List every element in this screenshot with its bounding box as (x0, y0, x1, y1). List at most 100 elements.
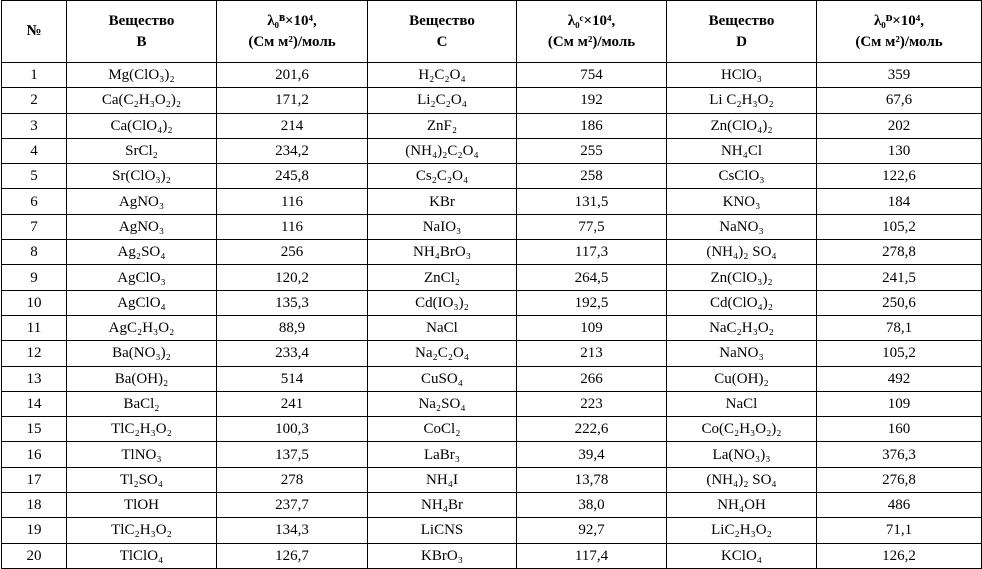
table-cell: Co(C₂H₃O₂)₂ (666, 416, 817, 443)
table-row: 15 TlC₂H₃O₂ 100,3 CoCl₂ 222,6 Co(C₂H₃O₂)₂ 160 (1, 416, 982, 443)
table-cell: TlC₂H₃O₂ (66, 416, 217, 443)
table-cell: Ca(ClO₄)₂ (66, 112, 217, 139)
table-cell: 258 (516, 163, 667, 190)
table-cell: LiC₂H₃O₂ (666, 517, 817, 544)
table-cell: LaBr₃ (367, 441, 517, 468)
table-cell: Na₂SO₄ (367, 390, 517, 418)
table-cell: Tl₂SO₄ (66, 466, 217, 494)
table-cell: 276,8 (816, 466, 982, 494)
table-row: 9 AgClO₃ 120,2 ZnCl₂ 264,5 Zn(ClO₃)₂ 241,5 (1, 264, 982, 291)
table-cell: 126,7 (216, 542, 368, 569)
table-cell: 10 (1, 289, 67, 316)
table-cell: Li₂C₂O₄ (367, 87, 517, 114)
table-cell: Mg(ClO₃)₂ (66, 61, 217, 89)
table-cell: NH₄I (367, 466, 517, 494)
table-cell: 492 (816, 365, 982, 392)
table-cell: 754 (516, 61, 667, 89)
table-cell: 100,3 (216, 416, 368, 443)
table-row: 10 AgClO₄ 135,3 Cd(IO₃)₂ 192,5 Cd(ClO₄)₂ 250,6 (1, 289, 982, 316)
table-cell: ZnF₂ (367, 112, 517, 139)
table-cell: 241,5 (816, 264, 982, 291)
table-cell: 256 (216, 239, 368, 266)
header-cell: № (1, 0, 67, 63)
table-cell: 11 (1, 314, 67, 342)
table-cell: 135,3 (216, 289, 368, 316)
table-cell: 130 (816, 137, 982, 165)
table-cell: TlC₂H₃O₂ (66, 517, 217, 544)
table-cell: 77,5 (516, 213, 667, 241)
table-row: 17 Tl₂SO₄ 278 NH₄I 13,78 (NH₄)₂ SO₄ 276,8 (1, 466, 982, 494)
table-cell: 186 (516, 112, 667, 139)
header-cell: Вещество C (367, 0, 517, 63)
table-cell: 19 (1, 517, 67, 544)
table-row: 11 AgC₂H₃O₂ 88,9 NaCl 109 NaC₂H₃O₂ 78,1 (1, 314, 982, 342)
table-cell: 359 (816, 61, 982, 89)
table-cell: 92,7 (516, 517, 667, 544)
table-cell: 131,5 (516, 188, 667, 215)
table-cell: AgNO₃ (66, 213, 217, 241)
table-cell: 184 (816, 188, 982, 215)
table-row: 14 BaCl₂ 241 Na₂SO₄ 223 NaCl 109 (1, 390, 982, 418)
table-cell: TlOH (66, 492, 217, 519)
table-cell: KBrO₃ (367, 542, 517, 569)
table-cell: 233,4 (216, 340, 368, 367)
table-cell: 13 (1, 365, 67, 392)
table-cell: (NH₄)₂ SO₄ (666, 239, 817, 266)
table-row: 19 TlC₂H₃O₂ 134,3 LiCNS 92,7 LiC₂H₃O₂ 71,1 (1, 517, 982, 544)
table-cell: NaNO₃ (666, 213, 817, 241)
table-cell: BaCl₂ (66, 390, 217, 418)
table-cell: 117,4 (516, 542, 667, 569)
header-line: C (436, 33, 448, 50)
table-cell: Na₂C₂O₄ (367, 340, 517, 367)
table-cell: 137,5 (216, 441, 368, 468)
table-body: 1 Mg(ClO₃)₂ 201,6 H₂C₂O₄ 754 HClO₃ 359 2 Ca(C₂H₃… (1, 61, 982, 569)
table-cell: 4 (1, 137, 67, 165)
table-cell: 38,0 (516, 492, 667, 519)
header-line: (См м²)/моль (547, 33, 636, 50)
table-cell: Ba(OH)₂ (66, 365, 217, 392)
table-cell: NH₄OH (666, 492, 817, 519)
table-cell: Cd(ClO₄)₂ (666, 289, 817, 316)
table-cell: CsClO₃ (666, 163, 817, 190)
table-cell: Ag₂SO₄ (66, 239, 217, 266)
table-cell: 12 (1, 340, 67, 367)
table-cell: TlClO₄ (66, 542, 217, 569)
header-line: (См м²)/моль (855, 33, 943, 50)
header-line: λ₀ᴮ×10⁴, (267, 12, 317, 29)
table-cell: CoCl₂ (367, 416, 517, 443)
table-cell: KBr (367, 188, 517, 215)
table-cell: 201,6 (216, 61, 368, 89)
table-cell: 160 (816, 416, 982, 443)
table-cell: 278,8 (816, 239, 982, 266)
table-cell: La(NO₃)₃ (666, 441, 817, 468)
header-line: Вещество (409, 12, 475, 29)
table-cell: 15 (1, 416, 67, 443)
table-cell: 245,8 (216, 163, 368, 190)
table-cell: 78,1 (816, 314, 982, 342)
table-cell: KNO₃ (666, 188, 817, 215)
table-row: 5 Sr(ClO₃)₂ 245,8 Cs₂C₂O₄ 258 CsClO₃ 122,6 (1, 163, 982, 190)
table-cell: 486 (816, 492, 982, 519)
header-line: λ₀ᶜ×10⁴, (567, 12, 616, 29)
table-row: 2 Ca(C₂H₃O₂)₂ 171,2 Li₂C₂O₄ 192 Li C₂H₃O₂ 67,6 (1, 87, 982, 114)
header-line: λ₀ᴰ×10⁴, (873, 12, 925, 29)
table-cell: 39,4 (516, 441, 667, 468)
table-cell: 376,3 (816, 441, 982, 468)
table-cell: Ba(NO₃)₂ (66, 340, 217, 367)
table-row: 1 Mg(ClO₃)₂ 201,6 H₂C₂O₄ 754 HClO₃ 359 (1, 61, 982, 89)
table-cell: 109 (516, 314, 667, 342)
table-cell: KClO₄ (666, 542, 817, 569)
table-cell: 16 (1, 441, 67, 468)
table-cell: NaCl (367, 314, 517, 342)
table-cell: 71,1 (816, 517, 982, 544)
table-cell: H₂C₂O₄ (367, 61, 517, 89)
table-cell: SrCl₂ (66, 137, 217, 165)
table-cell: 7 (1, 213, 67, 241)
table-row: 20 TlClO₄ 126,7 KBrO₃ 117,4 KClO₄ 126,2 (1, 542, 982, 569)
table-cell: ZnCl₂ (367, 264, 517, 291)
table-row: 8 Ag₂SO₄ 256 NH₄BrO₃ 117,3 (NH₄)₂ SO₄ 278,8 (1, 239, 982, 266)
table-row: 18 TlOH 237,7 NH₄Br 38,0 NH₄OH 486 (1, 492, 982, 519)
